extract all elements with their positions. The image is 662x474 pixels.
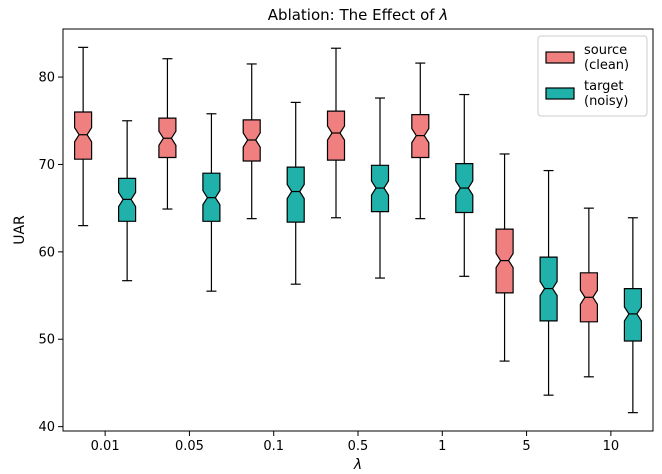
box-target-0.05 <box>202 113 221 292</box>
x-tick-label: 1 <box>438 439 446 454</box>
box-source-0.01 <box>73 46 93 227</box>
legend-swatch <box>545 87 575 100</box>
box-source-1 <box>411 62 430 220</box>
x-tick-label: 0.01 <box>91 439 120 454</box>
legend: source(clean) target(noisy) <box>537 35 648 117</box>
box-source-0.1 <box>242 63 261 220</box>
box-target-5 <box>539 169 558 396</box>
chart-title-symbol: λ <box>438 6 448 24</box>
iqr-box <box>286 166 305 223</box>
box-source-0.5 <box>326 47 346 219</box>
legend-label: (clean) <box>584 58 629 73</box>
legend-label: target <box>584 79 624 94</box>
y-tick-label: 40 <box>38 420 55 435</box>
box-source-0.05 <box>158 58 177 210</box>
x-tick-label: 5 <box>522 439 530 454</box>
y-tick-label: 60 <box>38 245 55 260</box>
iqr-box <box>73 111 93 160</box>
x-axis: 0.01 0.05 0.1 0.5 1 5 10 <box>91 431 619 454</box>
box-target-0.01 <box>117 120 137 282</box>
chart-title-prefix: Ablation: The Effect of <box>268 6 440 24</box>
x-tick-label: 0.5 <box>348 439 369 454</box>
x-tick-label: 10 <box>603 439 620 454</box>
x-tick-label: 0.05 <box>175 439 204 454</box>
y-tick-label: 70 <box>38 158 55 173</box>
plot-area <box>73 46 643 414</box>
legend-label: source <box>584 43 627 58</box>
box-source-10 <box>579 207 599 378</box>
box-target-0.5 <box>370 97 390 279</box>
x-tick-label: 0.1 <box>263 439 284 454</box>
box-source-5 <box>495 153 514 362</box>
iqr-box <box>623 288 643 342</box>
y-tick-label: 50 <box>38 333 55 348</box>
y-axis: 40 50 60 70 80 <box>38 71 63 435</box>
box-target-0.1 <box>286 101 305 285</box>
iqr-box <box>326 110 346 161</box>
chart-title: Ablation: The Effect of λ <box>268 6 448 24</box>
legend-swatch <box>545 51 575 64</box>
x-axis-label: λ <box>353 457 362 473</box>
y-axis-label: UAR <box>12 215 28 245</box>
y-tick-label: 80 <box>38 71 55 86</box>
box-target-10 <box>623 217 643 414</box>
legend-label: (noisy) <box>584 94 628 109</box>
box-target-1 <box>455 93 474 277</box>
